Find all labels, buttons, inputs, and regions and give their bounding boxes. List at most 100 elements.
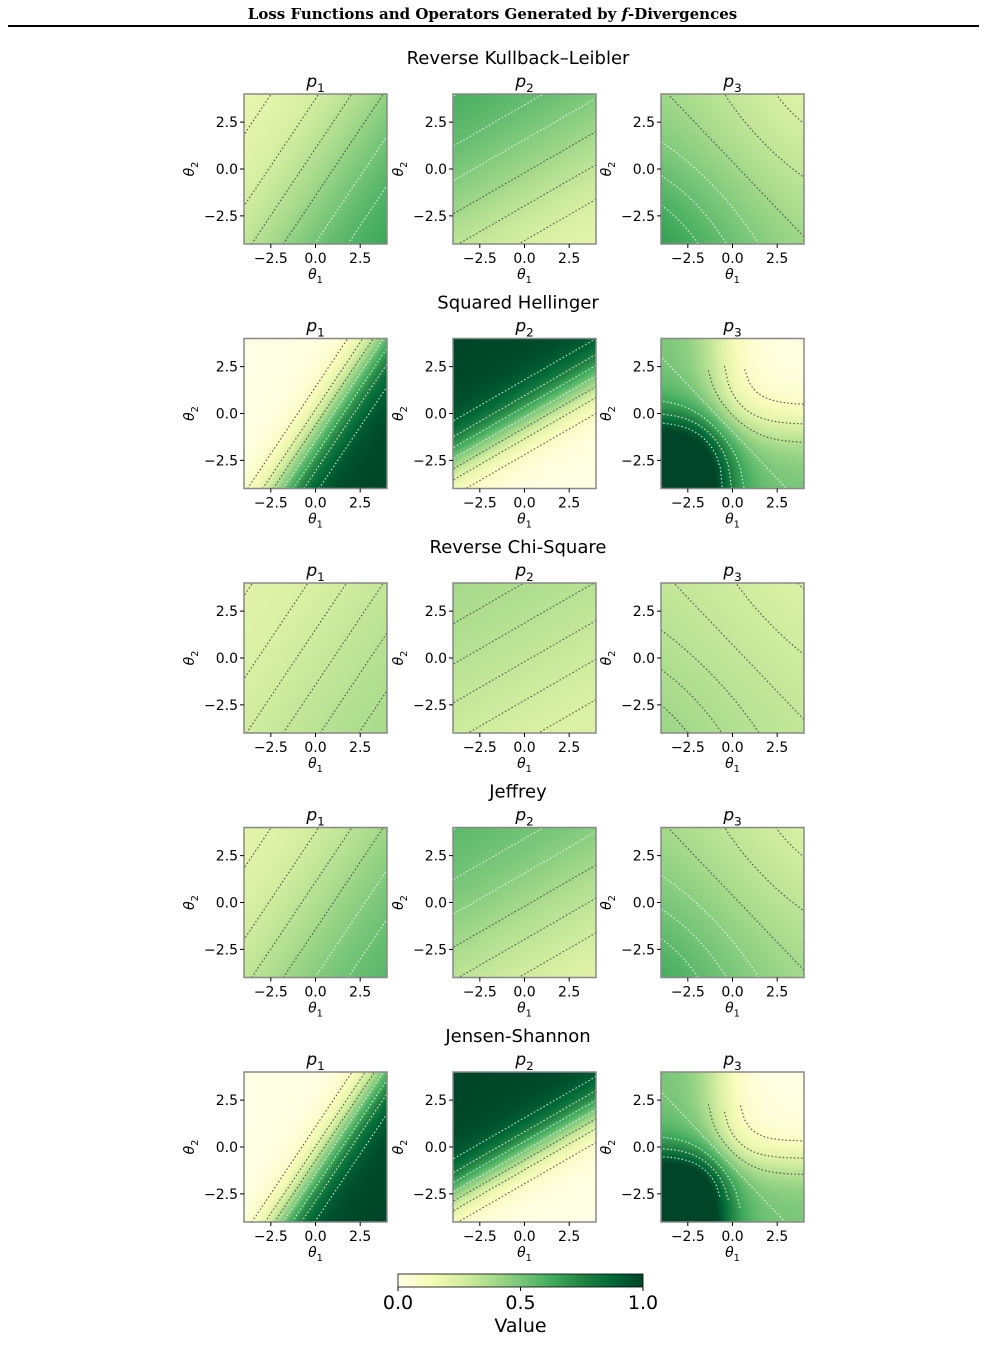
- contour-line: [453, 364, 596, 449]
- panel-subtitle: p3: [722, 806, 741, 829]
- contour-line: [453, 827, 545, 881]
- y-tick-label: 0.0: [633, 407, 655, 423]
- y-tick-label: −2.5: [621, 453, 655, 469]
- x-axis-label: θ1: [725, 512, 740, 531]
- row-title: Jensen-Shannon: [444, 1026, 590, 1047]
- x-tick-label: 0.0: [721, 985, 743, 1001]
- y-axis-label: θ2: [599, 651, 618, 666]
- contour-line: [707, 1104, 804, 1175]
- x-tick-label: 0.0: [304, 251, 326, 267]
- heatmap-image: [244, 1072, 387, 1222]
- x-tick-label: 2.5: [558, 985, 580, 1001]
- y-tick-label: 2.5: [633, 1093, 655, 1109]
- x-tick-label: 0.0: [513, 740, 535, 756]
- y-tick-label: 0.0: [633, 162, 655, 178]
- contour-line: [735, 583, 804, 656]
- y-axis-label: θ2: [391, 895, 410, 910]
- x-tick-label: 2.5: [558, 740, 580, 756]
- heatmap-panel: −2.5 0.0 2.5 −2.5 0.0 2.5: [204, 337, 388, 512]
- page-header-symbol: f: [621, 5, 629, 23]
- x-axis-label: θ1: [517, 512, 532, 531]
- x-tick-label: −2.5: [671, 251, 705, 267]
- contour-line: [319, 632, 387, 733]
- x-tick-label: −2.5: [671, 1229, 705, 1245]
- contour-line: [245, 583, 348, 733]
- y-tick-label: −2.5: [621, 942, 655, 958]
- contour-line: [292, 347, 387, 489]
- contour-line: [282, 583, 385, 733]
- y-axis-label: θ2: [182, 162, 201, 177]
- contour-line: [453, 1127, 596, 1212]
- heatmap-image: [244, 583, 387, 733]
- contour-line: [661, 1136, 742, 1210]
- contour-line: [251, 1072, 353, 1222]
- x-axis-label: θ1: [517, 1245, 532, 1264]
- y-tick-label: −2.5: [621, 698, 655, 714]
- panel-subtitle: p3: [722, 561, 741, 584]
- x-axis-label: θ1: [308, 267, 323, 286]
- page-header-suffix: -Divergences: [628, 5, 738, 23]
- y-tick-label: 2.5: [425, 849, 447, 865]
- y-tick-label: 2.5: [425, 604, 447, 620]
- heatmap-panel: −2.5 0.0 2.5 −2.5 0.0 2.5: [204, 1071, 388, 1245]
- contour-line: [273, 1072, 376, 1222]
- y-tick-label: −2.5: [204, 1187, 238, 1203]
- row-title: Jeffrey: [488, 782, 547, 803]
- heatmap-image: [453, 338, 596, 489]
- y-tick-label: −2.5: [204, 942, 238, 958]
- heatmap-panel: −2.5 0.0 2.5 −2.5 0.0 2.5: [413, 1071, 597, 1245]
- y-axis-label: θ2: [599, 895, 618, 910]
- y-tick-label: 0.0: [216, 651, 238, 667]
- heatmap-panel: −2.5 0.0 2.5 −2.5 0.0 2.5: [204, 826, 388, 1001]
- panel-subtitle: p2: [514, 561, 533, 584]
- x-axis-label: θ1: [308, 1245, 323, 1264]
- contour-line: [453, 831, 596, 916]
- contour-line: [246, 338, 349, 489]
- contour-line: [453, 1089, 596, 1174]
- contour-line: [466, 658, 596, 733]
- panel-subtitle: p3: [722, 1050, 741, 1073]
- x-tick-label: 2.5: [349, 985, 371, 1001]
- x-axis-label: θ1: [725, 1001, 740, 1020]
- contour-line: [318, 385, 387, 489]
- x-tick-label: −2.5: [671, 985, 705, 1001]
- row-title: Reverse Chi-Square: [430, 537, 607, 558]
- page-header: Loss Functions and Operators Generated b…: [0, 5, 985, 23]
- colorbar-tick-label: 1.0: [628, 1292, 658, 1314]
- contour-line: [453, 130, 596, 215]
- x-tick-label: −2.5: [463, 985, 497, 1001]
- heatmap-panel: −2.5 0.0 2.5 −2.5 0.0 2.5: [204, 582, 388, 756]
- y-tick-label: −2.5: [413, 453, 447, 469]
- contour-line: [453, 1118, 596, 1202]
- heatmap-panel: −2.5 0.0 2.5 −2.5 0.0 2.5: [413, 93, 597, 267]
- y-tick-label: −2.5: [621, 1187, 655, 1203]
- contour-line: [262, 338, 364, 489]
- heatmap-image: [661, 338, 804, 489]
- x-tick-label: 2.5: [558, 1229, 580, 1245]
- x-tick-label: −2.5: [463, 251, 497, 267]
- panel-subtitle: p1: [305, 561, 324, 584]
- contour-line: [453, 385, 596, 470]
- x-tick-label: 0.0: [721, 1229, 743, 1245]
- contour-line: [661, 422, 723, 489]
- y-axis-label: θ2: [391, 162, 410, 177]
- heatmap-image: [661, 1072, 804, 1222]
- panel-subtitle: p1: [305, 72, 324, 95]
- contour-line: [453, 353, 596, 438]
- y-tick-label: 0.0: [425, 651, 447, 667]
- x-tick-label: 2.5: [766, 985, 788, 1001]
- y-tick-label: −2.5: [204, 698, 238, 714]
- contour-line: [251, 827, 353, 978]
- x-axis-label: θ1: [517, 267, 532, 286]
- x-tick-label: 0.0: [513, 985, 535, 1001]
- heatmap-image: [244, 338, 387, 489]
- y-tick-label: 0.0: [216, 162, 238, 178]
- panel-subtitle: p1: [305, 317, 324, 340]
- y-tick-label: 0.0: [425, 407, 447, 423]
- colorbar: 0.0 0.5 1.0 Value: [383, 1273, 658, 1337]
- x-tick-label: −2.5: [671, 496, 705, 512]
- contour-line: [453, 619, 596, 704]
- y-tick-label: −2.5: [204, 453, 238, 469]
- x-tick-label: 0.0: [721, 251, 743, 267]
